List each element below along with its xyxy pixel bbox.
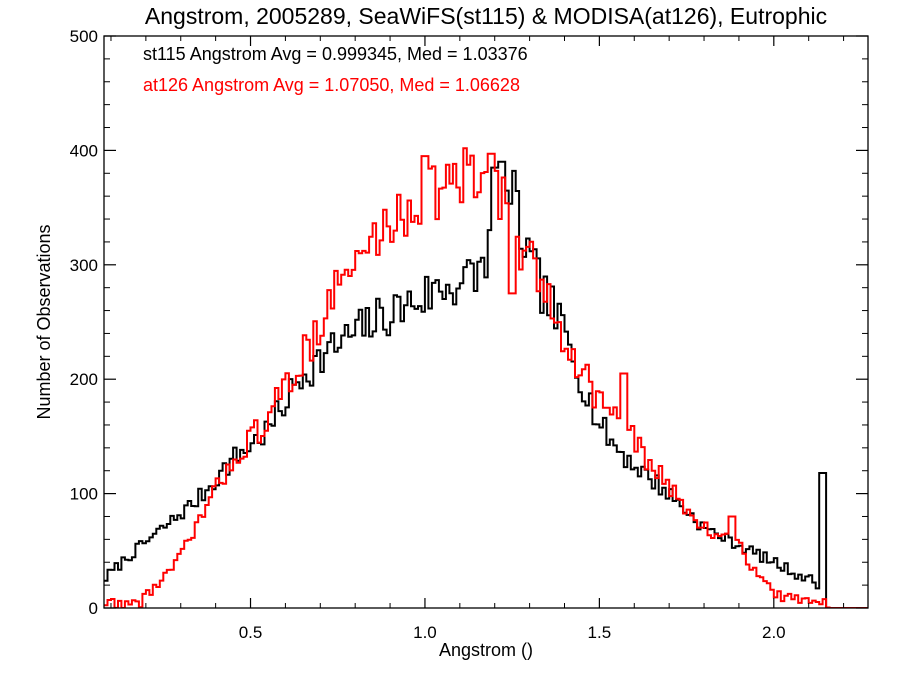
legend-stats-at126: at126 Angstrom Avg = 1.07050, Med = 1.06… (143, 75, 520, 95)
y-tick-label: 0 (89, 599, 98, 618)
x-tick-label: 1.0 (413, 623, 437, 642)
x-tick-label: 1.5 (588, 623, 612, 642)
legend-stats-st115: st115 Angstrom Avg = 0.999345, Med = 1.0… (143, 44, 528, 64)
x-axis-label: Angstrom () (439, 640, 533, 660)
y-tick-label: 200 (70, 370, 98, 389)
series-line-at126 (104, 147, 868, 608)
x-tick-label: 2.0 (762, 623, 786, 642)
y-axis-label: Number of Observations (34, 224, 54, 419)
y-tick-label: 400 (70, 141, 98, 160)
x-tick-label: 0.5 (239, 623, 263, 642)
plot-frame (103, 35, 869, 609)
y-tick-label: 500 (70, 27, 98, 46)
chart-title: Angstrom, 2005289, SeaWiFS(st115) & MODI… (145, 3, 827, 29)
y-tick-label: 100 (70, 485, 98, 504)
y-tick-label: 300 (70, 256, 98, 275)
series-line-st115 (104, 160, 868, 608)
